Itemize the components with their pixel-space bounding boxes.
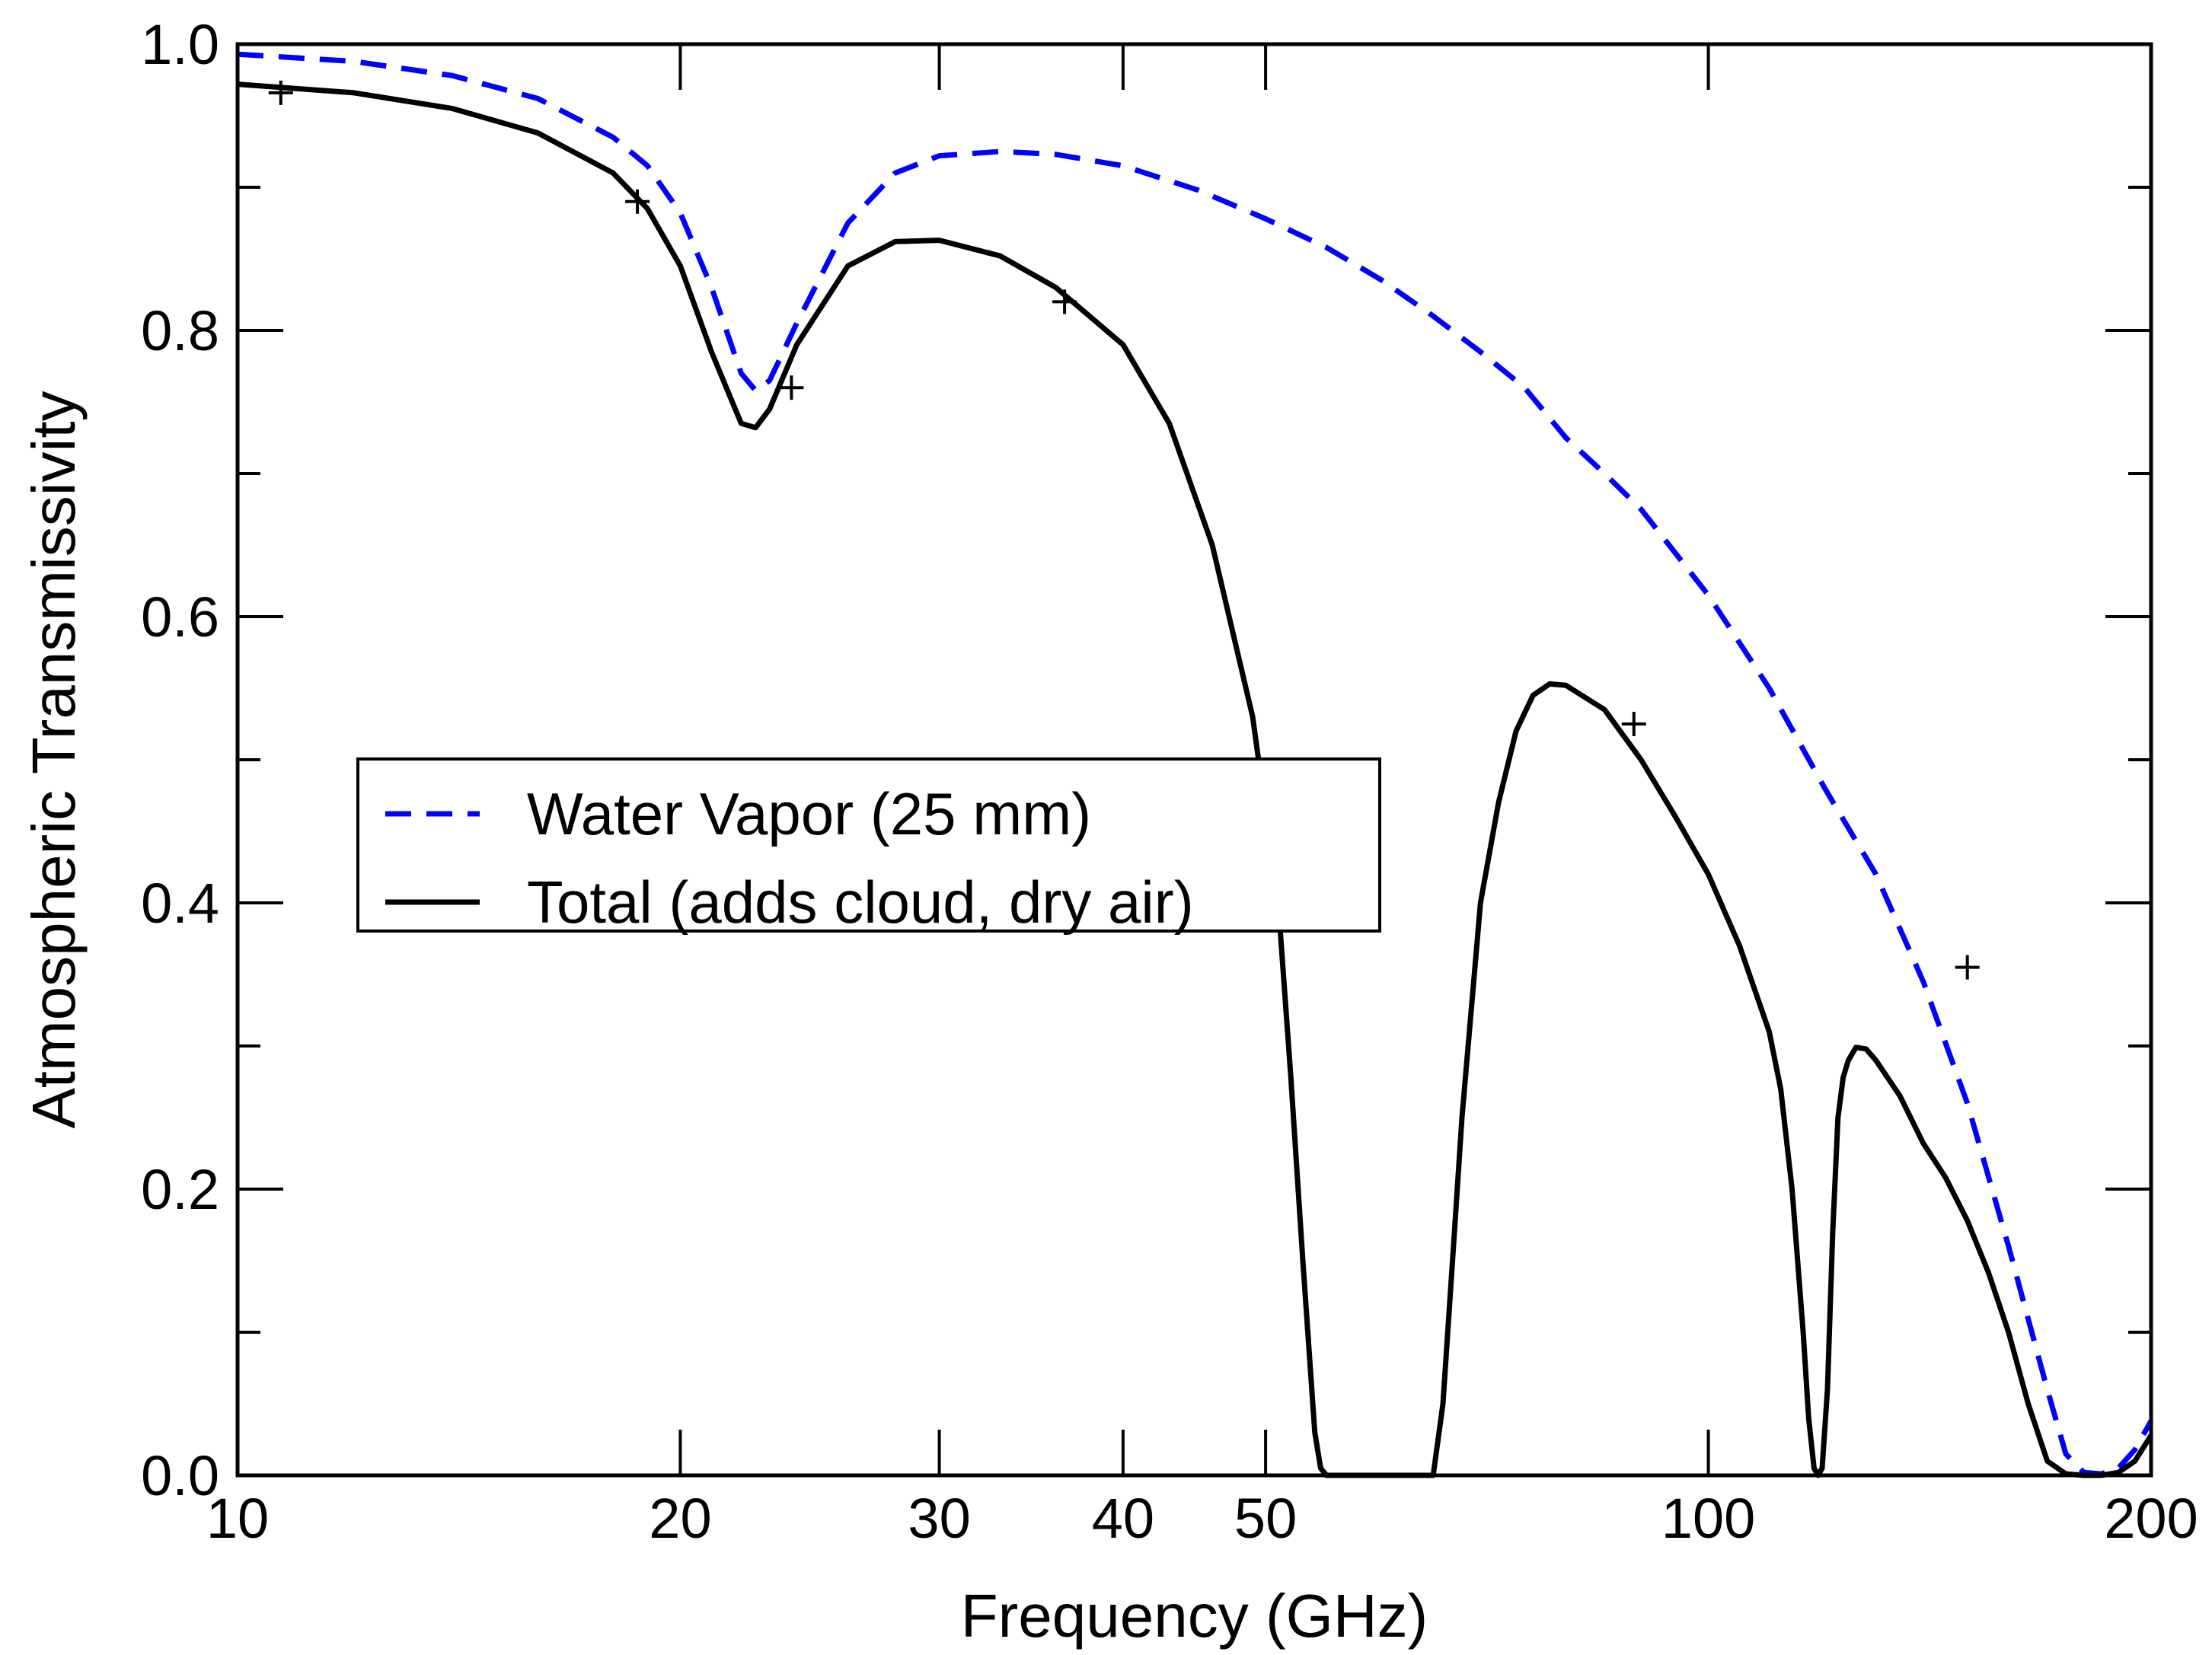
plot-frame <box>235 42 2153 1478</box>
y-tick-label-1.0: 1.0 <box>141 13 219 76</box>
legend-label-water-vapor: Water Vapor (25 mm) <box>527 780 1091 847</box>
y-tick-label-0.8: 0.8 <box>141 299 219 362</box>
legend-label-total: Total (adds cloud, dry air) <box>527 869 1194 936</box>
x-tick-label-20: 20 <box>649 1487 711 1550</box>
y-axis-title: Atmospheric Transmissivity <box>20 391 88 1128</box>
legend: Water Vapor (25 mm) Total (adds cloud, d… <box>356 757 1381 936</box>
plus-marker <box>268 80 293 105</box>
series-line-water-vapor <box>237 51 2154 1477</box>
series-line-total <box>237 81 2153 1478</box>
x-tick-label-40: 40 <box>1092 1487 1154 1550</box>
legend-box <box>356 757 1381 933</box>
x-axis-title: Frequency (GHz) <box>961 1582 1428 1650</box>
y-tick-label-0.2: 0.2 <box>141 1158 219 1221</box>
plus-marker <box>1052 289 1077 314</box>
plus-marker <box>779 375 804 400</box>
plus-marker <box>1621 712 1646 736</box>
data-markers <box>268 80 1980 980</box>
y-tick-label-0.6: 0.6 <box>141 585 219 649</box>
x-tick-label-10: 10 <box>206 1487 269 1550</box>
plus-marker <box>625 189 650 214</box>
tick-labels: 10 20 30 40 50 100 200 0.0 0.2 0.4 0.6 0.8 1.0 <box>141 13 2198 1550</box>
plus-marker <box>1955 955 1980 980</box>
y-tick-label-0.0: 0.0 <box>141 1444 219 1507</box>
y-tick-label-0.4: 0.4 <box>141 872 219 935</box>
x-tick-label-200: 200 <box>2104 1487 2198 1550</box>
x-tick-label-100: 100 <box>1661 1487 1755 1550</box>
x-tick-label-30: 30 <box>908 1487 970 1550</box>
series-lines <box>237 51 2154 1478</box>
x-tick-label-50: 50 <box>1234 1487 1297 1550</box>
